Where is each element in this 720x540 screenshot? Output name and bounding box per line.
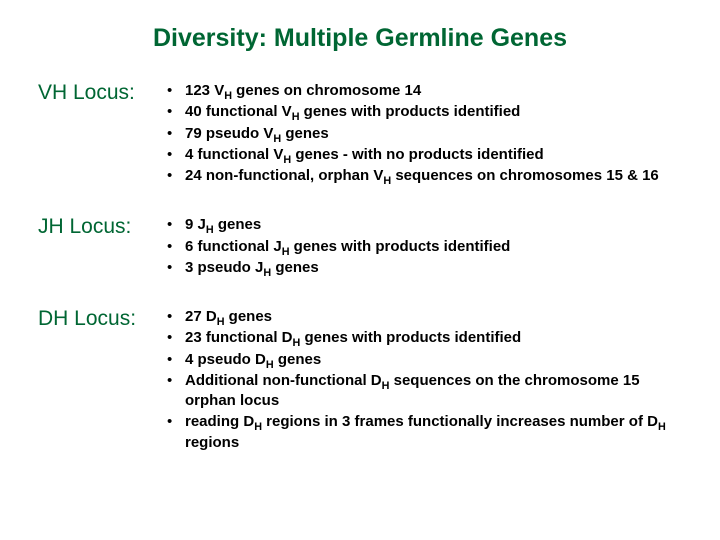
list-item: •24 non-functional, orphan VH sequences … bbox=[167, 166, 682, 186]
bullet-text: 27 DH genes bbox=[185, 307, 682, 327]
bullet-text: 123 VH genes on chromosome 14 bbox=[185, 81, 682, 101]
bullet-icon: • bbox=[167, 307, 185, 327]
bullet-text: 40 functional VH genes with products ide… bbox=[185, 102, 682, 122]
bullet-text: 23 functional DH genes with products ide… bbox=[185, 328, 682, 348]
slide-title: Diversity: Multiple Germline Genes bbox=[38, 24, 682, 53]
bullet-text: 24 non-functional, orphan VH sequences o… bbox=[185, 166, 682, 186]
bullet-text: 4 functional VH genes - with no products… bbox=[185, 145, 682, 165]
locus-label-vh: VH Locus: bbox=[38, 81, 167, 105]
bullet-icon: • bbox=[167, 412, 185, 432]
bullet-list-vh: •123 VH genes on chromosome 14 •40 funct… bbox=[167, 81, 682, 187]
list-item: •79 pseudo VH genes bbox=[167, 124, 682, 144]
bullet-text: 79 pseudo VH genes bbox=[185, 124, 682, 144]
bullet-icon: • bbox=[167, 124, 185, 144]
bullet-icon: • bbox=[167, 237, 185, 257]
bullet-icon: • bbox=[167, 166, 185, 186]
list-item: •4 pseudo DH genes bbox=[167, 350, 682, 370]
list-item: •9 JH genes bbox=[167, 215, 682, 235]
bullet-icon: • bbox=[167, 215, 185, 235]
bullet-text: 6 functional JH genes with products iden… bbox=[185, 237, 682, 257]
bullet-text: reading DH regions in 3 frames functiona… bbox=[185, 412, 682, 453]
bullet-icon: • bbox=[167, 102, 185, 122]
bullet-icon: • bbox=[167, 328, 185, 348]
section-vh: VH Locus: •123 VH genes on chromosome 14… bbox=[38, 81, 682, 187]
bullet-list-dh: •27 DH genes •23 functional DH genes wit… bbox=[167, 307, 682, 454]
list-item: •23 functional DH genes with products id… bbox=[167, 328, 682, 348]
bullet-icon: • bbox=[167, 81, 185, 101]
list-item: •27 DH genes bbox=[167, 307, 682, 327]
bullet-icon: • bbox=[167, 371, 185, 391]
section-jh: JH Locus: •9 JH genes •6 functional JH g… bbox=[38, 215, 682, 279]
bullet-icon: • bbox=[167, 350, 185, 370]
locus-label-dh: DH Locus: bbox=[38, 307, 167, 331]
bullet-list-jh: •9 JH genes •6 functional JH genes with … bbox=[167, 215, 682, 279]
list-item: •123 VH genes on chromosome 14 bbox=[167, 81, 682, 101]
list-item: •40 functional VH genes with products id… bbox=[167, 102, 682, 122]
bullet-icon: • bbox=[167, 145, 185, 165]
bullet-text: 4 pseudo DH genes bbox=[185, 350, 682, 370]
list-item: •reading DH regions in 3 frames function… bbox=[167, 412, 682, 453]
slide-container: Diversity: Multiple Germline Genes VH Lo… bbox=[0, 0, 720, 474]
bullet-text: 3 pseudo JH genes bbox=[185, 258, 682, 278]
bullet-icon: • bbox=[167, 258, 185, 278]
bullet-text: Additional non-functional DH sequences o… bbox=[185, 371, 682, 412]
bullet-text: 9 JH genes bbox=[185, 215, 682, 235]
list-item: •4 functional VH genes - with no product… bbox=[167, 145, 682, 165]
section-dh: DH Locus: •27 DH genes •23 functional DH… bbox=[38, 307, 682, 454]
locus-label-jh: JH Locus: bbox=[38, 215, 167, 239]
list-item: •Additional non-functional DH sequences … bbox=[167, 371, 682, 412]
list-item: •3 pseudo JH genes bbox=[167, 258, 682, 278]
list-item: •6 functional JH genes with products ide… bbox=[167, 237, 682, 257]
